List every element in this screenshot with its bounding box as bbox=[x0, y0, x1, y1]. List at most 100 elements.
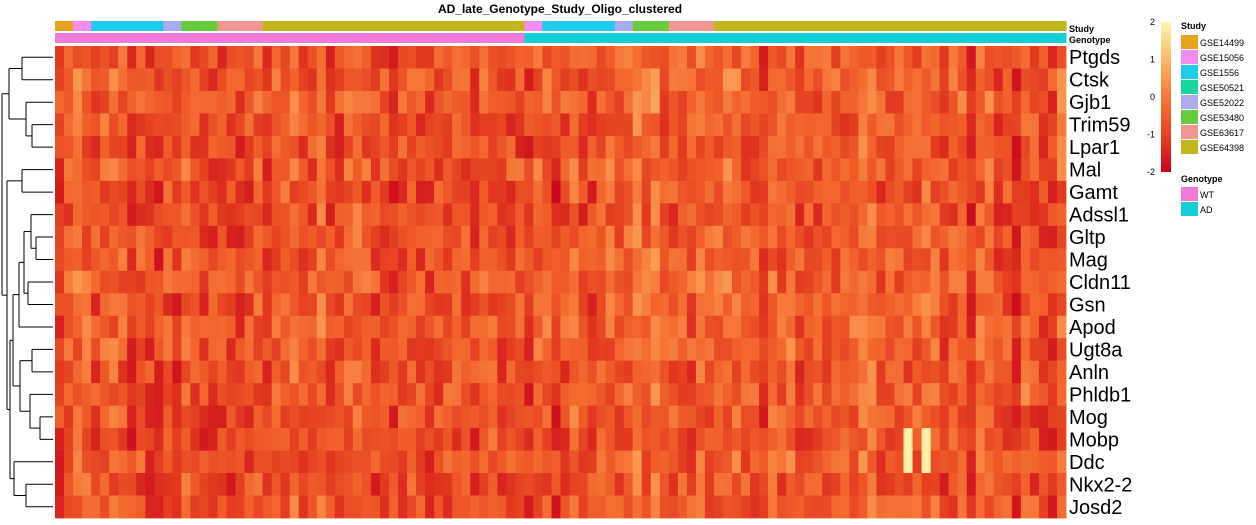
heatmap-cell bbox=[334, 473, 345, 496]
heatmap-cell bbox=[434, 405, 444, 429]
heatmap-cell bbox=[650, 428, 661, 451]
heatmap-cell bbox=[91, 180, 101, 204]
heatmap-cell bbox=[515, 293, 525, 317]
heatmap-cell bbox=[235, 158, 245, 182]
row-labels: PtgdsCtskGjb1Trim59Lpar1MalGamtAdssl1Glt… bbox=[1069, 47, 1132, 519]
heatmap-cell bbox=[506, 450, 516, 474]
heatmap-cell bbox=[795, 383, 805, 407]
heatmap-cell bbox=[759, 225, 769, 249]
heatmap-cell bbox=[55, 90, 65, 114]
heatmap-cell bbox=[109, 383, 119, 407]
heatmap-cell bbox=[840, 158, 850, 182]
heatmap-cell bbox=[235, 293, 245, 317]
heatmap-cell bbox=[145, 248, 155, 272]
study-legend-label: GSE64398 bbox=[1200, 143, 1244, 153]
heatmap-cell bbox=[154, 225, 164, 249]
heatmap-cell bbox=[316, 135, 327, 159]
heatmap-cell bbox=[921, 180, 931, 204]
heatmap-cell bbox=[524, 495, 534, 519]
heatmap-cell bbox=[118, 473, 128, 496]
heatmap-cell bbox=[1002, 135, 1013, 159]
heatmap-cell bbox=[993, 248, 1004, 272]
heatmap-cell bbox=[73, 203, 83, 227]
heatmap-cell bbox=[912, 495, 922, 519]
heatmap-cell bbox=[208, 113, 218, 137]
heatmap-cell bbox=[136, 203, 146, 227]
heatmap-cell bbox=[993, 315, 1004, 339]
study-legend: GSE14499GSE15056GSE1556GSE50521GSE52022G… bbox=[1181, 35, 1244, 154]
heatmap-cell bbox=[560, 90, 570, 114]
heatmap-cell bbox=[416, 428, 426, 451]
heatmap-cell bbox=[542, 450, 552, 474]
heatmap-cell bbox=[975, 293, 986, 317]
heatmap-cell bbox=[235, 428, 245, 451]
heatmap-cell bbox=[524, 203, 534, 227]
heatmap-cell bbox=[668, 180, 679, 204]
heatmap-cell bbox=[750, 46, 760, 69]
heatmap-cell bbox=[605, 338, 616, 362]
heatmap-cell bbox=[668, 315, 679, 339]
heatmap-cell bbox=[551, 46, 561, 69]
heatmap-cell bbox=[244, 315, 254, 339]
heatmap-cell bbox=[91, 450, 101, 474]
heatmap-cell bbox=[1011, 135, 1022, 159]
heatmap-cell bbox=[253, 383, 264, 407]
heatmap-cell bbox=[804, 428, 814, 451]
heatmap-cell bbox=[199, 203, 209, 227]
heatmap-cell bbox=[560, 68, 570, 92]
heatmap-cell bbox=[930, 248, 941, 272]
heatmap-cell bbox=[650, 360, 661, 384]
heatmap-cell bbox=[894, 270, 904, 294]
heatmap-cell bbox=[948, 158, 959, 182]
heatmap-cell bbox=[298, 90, 309, 114]
heatmap-cell bbox=[659, 135, 670, 159]
heatmap-cell bbox=[948, 450, 959, 474]
heatmap-cell bbox=[759, 203, 769, 227]
heatmap-cell bbox=[352, 135, 363, 159]
heatmap-cell bbox=[668, 495, 679, 519]
heatmap-cell bbox=[325, 428, 336, 451]
heatmap-cell bbox=[154, 270, 164, 294]
heatmap-cell bbox=[388, 46, 399, 69]
heatmap-cell bbox=[109, 293, 119, 317]
heatmap-cell bbox=[172, 473, 182, 496]
heatmap-cell bbox=[813, 383, 823, 407]
heatmap-cell bbox=[55, 495, 65, 519]
heatmap-cell bbox=[578, 113, 588, 137]
heatmap-cell bbox=[732, 68, 742, 92]
heatmap-cell bbox=[73, 360, 83, 384]
heatmap-cell bbox=[73, 68, 83, 92]
heatmap-cell bbox=[813, 270, 823, 294]
heatmap-cell bbox=[307, 225, 318, 249]
heatmap-cell bbox=[533, 315, 543, 339]
heatmap-cell bbox=[307, 338, 318, 362]
heatmap-cell bbox=[361, 293, 372, 317]
heatmap-cell bbox=[361, 315, 372, 339]
study-segment-GSE15056 bbox=[524, 21, 543, 31]
heatmap-cell bbox=[876, 383, 886, 407]
heatmap-cell bbox=[894, 135, 904, 159]
heatmap-cell bbox=[1020, 203, 1031, 227]
heatmap-cell bbox=[542, 360, 552, 384]
heatmap-cell bbox=[650, 135, 661, 159]
heatmap-cell bbox=[957, 270, 968, 294]
heatmap-cell bbox=[975, 203, 986, 227]
heatmap-cell bbox=[515, 428, 525, 451]
heatmap-cell bbox=[361, 203, 372, 227]
heatmap-cell bbox=[786, 225, 796, 249]
heatmap-cell bbox=[352, 225, 363, 249]
heatmap-cell bbox=[55, 113, 65, 137]
heatmap-cell bbox=[1038, 113, 1049, 137]
heatmap-cell bbox=[190, 270, 200, 294]
heatmap-cell bbox=[208, 203, 218, 227]
heatmap-cell bbox=[1038, 338, 1049, 362]
heatmap-cell bbox=[650, 450, 661, 474]
heatmap-cell bbox=[280, 180, 291, 204]
heatmap-cell bbox=[551, 383, 561, 407]
heatmap-cell bbox=[316, 473, 327, 496]
heatmap-cell bbox=[289, 180, 300, 204]
heatmap-cell bbox=[659, 383, 670, 407]
heatmap-cell bbox=[416, 203, 426, 227]
heatmap-cell bbox=[1056, 450, 1067, 474]
heatmap-cell bbox=[154, 405, 164, 429]
